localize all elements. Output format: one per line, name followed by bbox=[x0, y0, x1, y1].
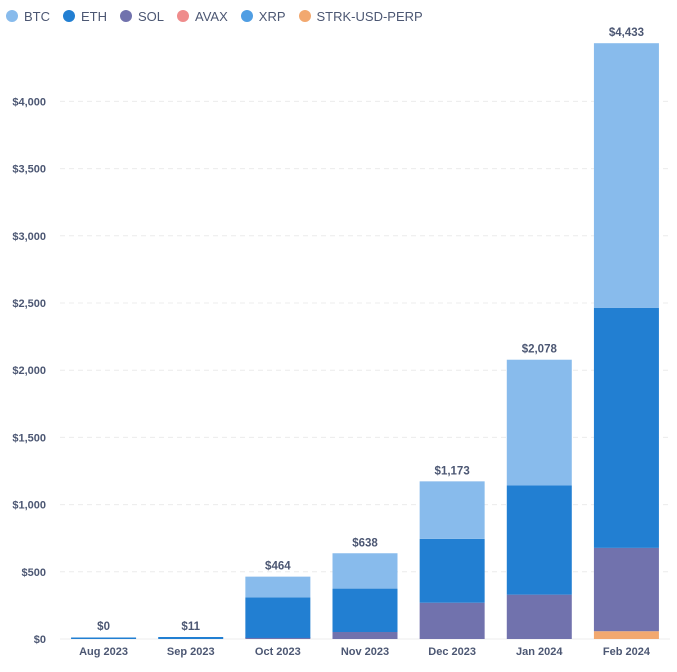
bar-total-label: $2,078 bbox=[522, 344, 558, 356]
bar-segment-btc[interactable] bbox=[419, 481, 485, 539]
bar-segment-empty[interactable] bbox=[71, 637, 137, 640]
bar-segment-sol[interactable] bbox=[506, 594, 572, 639]
legend-dot bbox=[120, 10, 132, 22]
bar-segment-eth[interactable] bbox=[506, 485, 572, 595]
y-tick-label: $3,000 bbox=[12, 231, 46, 243]
bar-segment-eth[interactable] bbox=[158, 637, 224, 639]
legend-label: XRP bbox=[258, 8, 286, 24]
legend-label: SOL bbox=[138, 8, 165, 24]
legend-label: ETH bbox=[81, 8, 107, 24]
y-tick-label: $2,000 bbox=[12, 365, 46, 377]
bar-total-label: $464 bbox=[265, 561, 291, 573]
bar-total-label: $4,433 bbox=[609, 27, 644, 39]
bar-segment-sol[interactable] bbox=[419, 602, 485, 639]
legend-item-avax[interactable]: AVAX bbox=[177, 9, 228, 24]
legend-label: STRK-USD-PERP bbox=[316, 8, 423, 24]
legend-dot bbox=[240, 10, 253, 22]
legend-item-xrp[interactable]: XRP bbox=[240, 8, 286, 24]
chart-legend: BTC ETH SOL AVAX XRP STRK-USD-PERP bbox=[6, 5, 423, 27]
y-tick-label: $4,000 bbox=[12, 96, 46, 108]
legend-dot bbox=[177, 10, 190, 22]
legend-item-eth[interactable]: ETH bbox=[63, 9, 107, 24]
legend-item-strk-usd-perp[interactable]: STRK-USD-PERP bbox=[298, 8, 423, 24]
x-tick-label: Aug 2023 bbox=[79, 646, 128, 658]
bar-segment-btc[interactable] bbox=[506, 359, 572, 486]
x-tick-label: Sep 2023 bbox=[167, 646, 215, 658]
y-tick-label: $500 bbox=[22, 567, 46, 579]
bar-segment-btc[interactable] bbox=[332, 553, 398, 589]
bar-segment-btc[interactable] bbox=[245, 576, 311, 598]
y-tick-label: $3,500 bbox=[12, 164, 46, 176]
y-tick-label: $1,500 bbox=[12, 432, 46, 444]
bar-segment-eth[interactable] bbox=[419, 538, 485, 603]
bar-segment-eth[interactable] bbox=[593, 307, 659, 548]
bar-total-label: $1,173 bbox=[435, 465, 470, 477]
bar-segment-btc[interactable] bbox=[593, 43, 659, 308]
bar-total-label: $11 bbox=[181, 621, 200, 633]
legend-item-sol[interactable]: SOL bbox=[120, 9, 164, 24]
y-tick-label: $2,500 bbox=[12, 298, 46, 310]
bar-segment-strk-usd-perp[interactable] bbox=[593, 631, 659, 639]
y-tick-label: $0 bbox=[34, 634, 46, 646]
y-tick-label: $1,000 bbox=[12, 500, 46, 512]
bar-segment-sol[interactable] bbox=[593, 547, 659, 632]
x-tick-label: Dec 2023 bbox=[428, 646, 476, 658]
bar-segment-sol[interactable] bbox=[245, 637, 311, 639]
x-tick-label: Feb 2024 bbox=[603, 646, 651, 658]
bar-segment-eth[interactable] bbox=[332, 588, 398, 633]
legend-dot bbox=[63, 10, 75, 22]
legend-dot bbox=[6, 10, 18, 22]
bar-segment-eth[interactable] bbox=[245, 597, 311, 638]
legend-dot bbox=[298, 10, 311, 22]
legend-label: BTC bbox=[24, 8, 50, 24]
x-tick-label: Oct 2023 bbox=[255, 646, 301, 658]
bar-total-label: $0 bbox=[97, 621, 110, 633]
x-tick-label: Nov 2023 bbox=[341, 646, 389, 658]
bar-total-label: $638 bbox=[352, 537, 378, 549]
x-tick-label: Jan 2024 bbox=[516, 646, 563, 658]
legend-item-btc[interactable]: BTC bbox=[6, 9, 50, 24]
legend-label: AVAX bbox=[195, 8, 228, 24]
bar-segment-sol[interactable] bbox=[332, 632, 398, 639]
